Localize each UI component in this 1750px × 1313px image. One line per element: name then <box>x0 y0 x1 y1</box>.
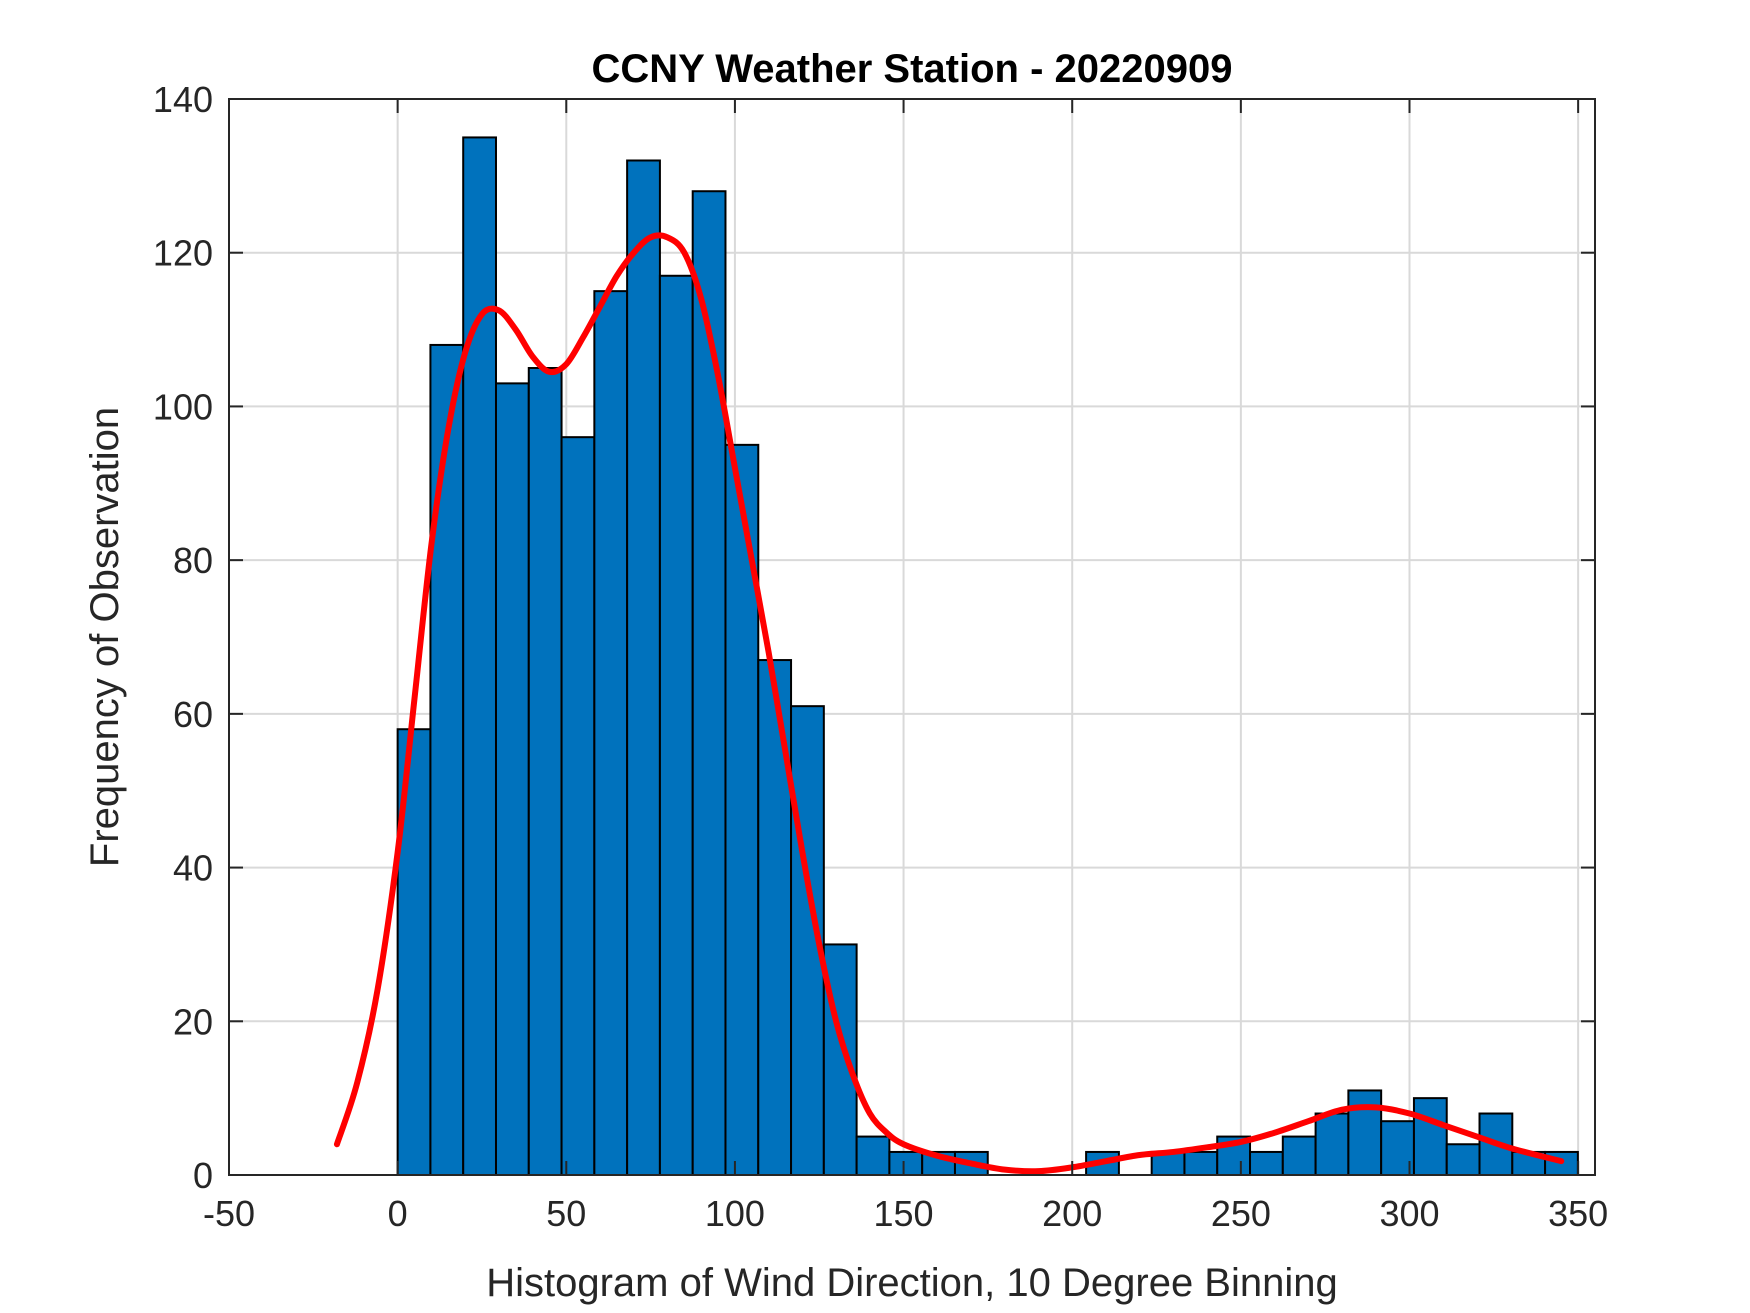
histogram-bar <box>888 1150 924 1177</box>
y-tick-label: 20 <box>173 1001 213 1042</box>
histogram-bar <box>658 274 694 1176</box>
y-tick-label: 0 <box>193 1155 213 1196</box>
axes-box <box>228 98 1596 1176</box>
chart-title: CCNY Weather Station - 20220909 <box>592 47 1233 91</box>
fit-curve <box>333 232 1565 1175</box>
histogram-bar <box>855 1135 891 1176</box>
y-tick-label: 120 <box>153 233 213 274</box>
x-tick-label: 300 <box>1379 1193 1439 1234</box>
y-tick-label: 100 <box>153 386 213 427</box>
y-axis-label: Frequency of Observation <box>83 407 127 867</box>
histogram-bar <box>593 290 629 1176</box>
y-tick-label: 60 <box>173 694 213 735</box>
histogram-bar <box>626 159 661 1176</box>
histogram-bar <box>462 136 497 1176</box>
histogram-bar <box>494 382 530 1177</box>
x-tick-label: 350 <box>1548 1193 1608 1234</box>
y-tick-labels: 0 20 40 60 80 100 120 140 <box>153 79 213 1196</box>
x-tick-label: 150 <box>874 1193 934 1234</box>
x-tick-label: 100 <box>705 1193 765 1234</box>
x-tick-label: 0 <box>388 1193 408 1234</box>
x-tick-labels: -50 0 50 100 150 200 250 300 350 <box>203 1193 1608 1234</box>
histogram-bar <box>1347 1089 1383 1177</box>
histogram-bar <box>1314 1112 1350 1176</box>
x-tick-label: -50 <box>203 1193 255 1234</box>
x-tick-label: 250 <box>1211 1193 1271 1234</box>
histogram-bar <box>1412 1097 1448 1176</box>
y-tick-label: 80 <box>173 540 213 581</box>
y-tick-label: 140 <box>153 79 213 120</box>
histogram-bar <box>691 190 727 1176</box>
histogram-bar <box>527 367 563 1176</box>
histogram-bar <box>429 343 465 1176</box>
x-tick-label: 200 <box>1042 1193 1102 1234</box>
histogram-bar <box>1281 1135 1317 1176</box>
histogram-bar <box>1249 1150 1284 1177</box>
x-tick-label: 50 <box>546 1193 586 1234</box>
histogram-bar <box>1183 1150 1219 1177</box>
histogram-bar <box>1380 1120 1415 1176</box>
histogram-bar <box>1445 1143 1481 1177</box>
y-tick-label: 40 <box>173 848 213 889</box>
x-axis-label: Histogram of Wind Direction, 10 Degree B… <box>486 1261 1338 1305</box>
histogram-bar <box>560 436 596 1176</box>
histogram-bar <box>757 659 793 1176</box>
